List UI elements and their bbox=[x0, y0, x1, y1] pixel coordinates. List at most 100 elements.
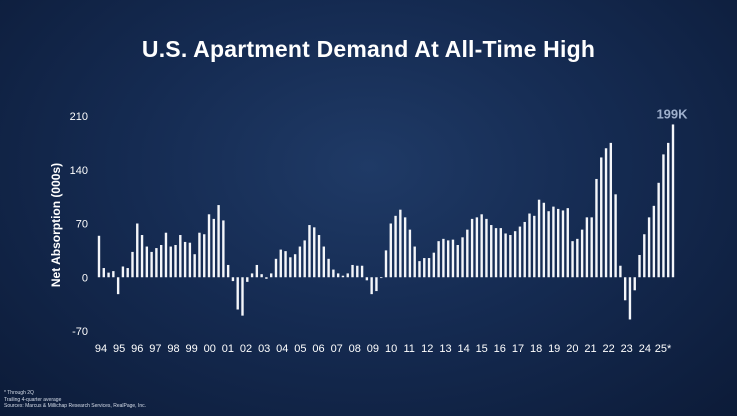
bar bbox=[351, 264, 354, 278]
bar bbox=[585, 217, 589, 278]
x-tick-label: 14 bbox=[457, 343, 469, 355]
bar bbox=[217, 205, 220, 278]
footnotes: * Through 2Q Trailing 4-quarter average … bbox=[4, 390, 146, 410]
annotations-group: 199K bbox=[656, 106, 688, 121]
y-tick-label: 0 bbox=[82, 272, 88, 284]
bar bbox=[346, 273, 349, 278]
bar bbox=[504, 233, 507, 278]
x-tick-label: 96 bbox=[131, 343, 143, 355]
bar bbox=[260, 274, 263, 278]
bar bbox=[446, 240, 450, 278]
bar bbox=[241, 277, 244, 316]
bar bbox=[652, 205, 656, 278]
bar bbox=[470, 218, 474, 278]
bar bbox=[394, 215, 397, 278]
bar bbox=[155, 248, 158, 278]
x-tick-label: 04 bbox=[276, 343, 288, 355]
x-tick-label: 03 bbox=[258, 343, 270, 355]
bar bbox=[313, 227, 316, 278]
bar bbox=[399, 209, 402, 278]
bar bbox=[518, 226, 522, 278]
bar bbox=[126, 268, 129, 278]
bar bbox=[370, 277, 373, 295]
bar bbox=[159, 245, 163, 278]
x-tick-label: 10 bbox=[385, 343, 397, 355]
x-tick-label: 19 bbox=[548, 343, 560, 355]
bar bbox=[246, 277, 249, 282]
x-tick-label: 16 bbox=[494, 343, 506, 355]
x-tick-label: 21 bbox=[584, 343, 596, 355]
bar bbox=[499, 228, 502, 278]
bar bbox=[566, 208, 569, 278]
bar bbox=[102, 268, 105, 278]
bar bbox=[437, 241, 440, 278]
y-tick-label: 140 bbox=[70, 165, 88, 177]
bar bbox=[528, 213, 531, 278]
bar bbox=[576, 238, 579, 278]
x-tick-label: 17 bbox=[512, 343, 524, 355]
bar bbox=[533, 215, 536, 278]
bar bbox=[198, 232, 201, 278]
bar bbox=[131, 251, 134, 278]
bar bbox=[193, 254, 196, 278]
bar bbox=[97, 235, 101, 278]
bar bbox=[604, 148, 608, 278]
bar bbox=[547, 211, 550, 278]
bar bbox=[494, 228, 498, 278]
x-tick-label: 05 bbox=[294, 343, 306, 355]
bar bbox=[203, 234, 206, 278]
bar bbox=[322, 246, 326, 278]
bar bbox=[308, 225, 311, 278]
x-tick-label: 13 bbox=[439, 343, 451, 355]
bar bbox=[384, 250, 388, 278]
bar bbox=[360, 265, 364, 278]
bar bbox=[451, 239, 455, 278]
bar bbox=[255, 264, 259, 278]
x-tick-label: 24 bbox=[639, 343, 651, 355]
footnote-2: Trailing 4-quarter average bbox=[4, 396, 62, 403]
bar bbox=[403, 217, 407, 278]
x-tick-label: 23 bbox=[621, 343, 633, 355]
bar bbox=[317, 235, 321, 278]
bar bbox=[623, 277, 627, 301]
x-tick-label: 99 bbox=[185, 343, 197, 355]
bar bbox=[179, 235, 182, 278]
x-tick-label: 02 bbox=[240, 343, 252, 355]
bar bbox=[542, 202, 546, 278]
x-tick-label: 09 bbox=[367, 343, 379, 355]
bar bbox=[188, 242, 192, 278]
x-tick-label: 01 bbox=[222, 343, 234, 355]
bar bbox=[513, 231, 517, 278]
bar bbox=[356, 265, 359, 278]
bar bbox=[332, 269, 335, 278]
x-tick-label: 15 bbox=[476, 343, 488, 355]
bar bbox=[638, 254, 641, 278]
x-tick-label: 20 bbox=[566, 343, 578, 355]
bar bbox=[298, 246, 302, 278]
bar bbox=[107, 272, 110, 278]
bar bbox=[571, 241, 574, 278]
bar bbox=[628, 277, 632, 320]
bar bbox=[389, 223, 392, 278]
bar bbox=[461, 237, 464, 278]
peak-annotation: 199K bbox=[656, 106, 688, 121]
y-tick-label: 70 bbox=[76, 219, 88, 231]
bar bbox=[485, 218, 488, 278]
bar bbox=[116, 277, 120, 295]
bar bbox=[647, 217, 651, 278]
x-tick-label: 94 bbox=[95, 343, 107, 355]
bar bbox=[552, 206, 555, 278]
bar bbox=[418, 261, 421, 278]
x-ticks-group: 94 95 96 97 98 99 00 01 02 03 04 05 06 07 08 09 10 11 12 13… bbox=[95, 343, 672, 355]
bar bbox=[226, 264, 230, 278]
bar bbox=[183, 241, 187, 278]
x-tick-label: 18 bbox=[530, 343, 542, 355]
bars-group bbox=[97, 124, 675, 320]
bar bbox=[580, 229, 584, 278]
bar bbox=[207, 214, 211, 278]
bar bbox=[442, 238, 445, 278]
bar bbox=[609, 142, 613, 278]
bar bbox=[380, 277, 383, 279]
bar bbox=[475, 217, 479, 278]
bar bbox=[408, 229, 412, 278]
